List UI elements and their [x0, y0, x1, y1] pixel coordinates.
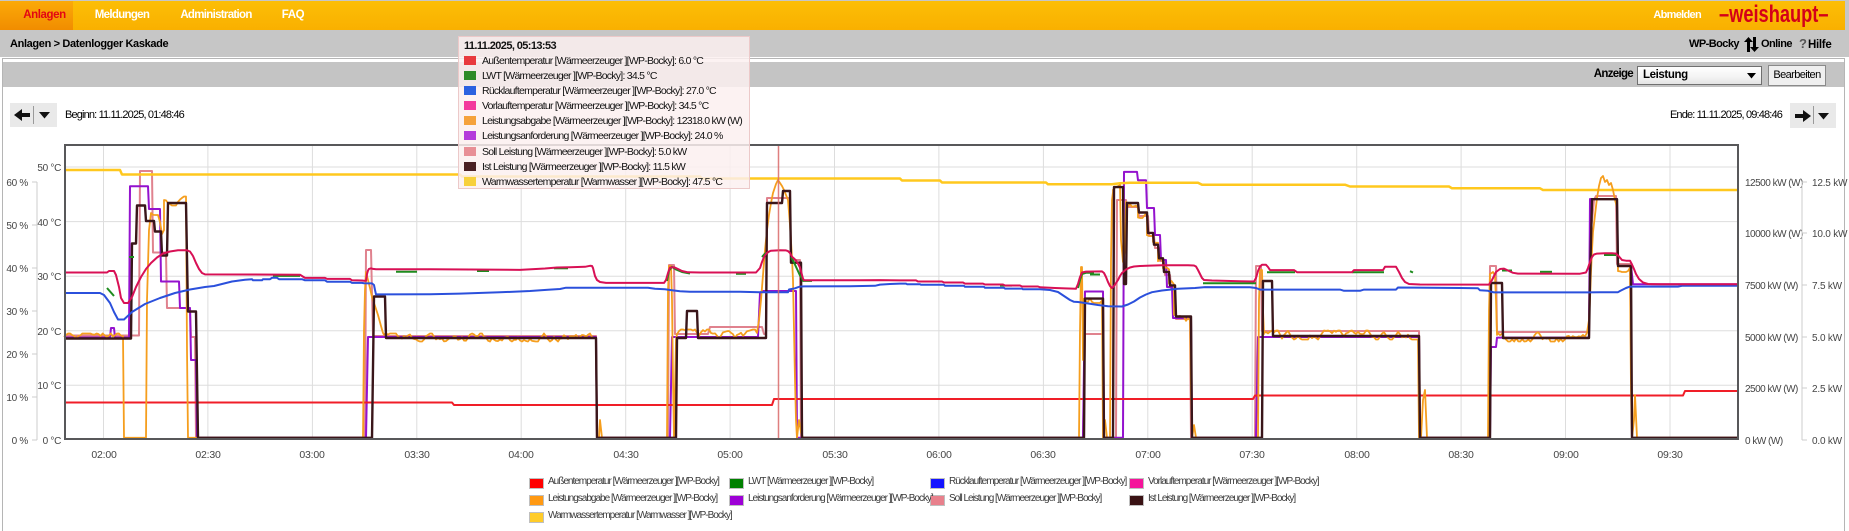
svg-text:50 °C: 50 °C	[37, 163, 61, 174]
svg-text:03:30: 03:30	[404, 449, 430, 461]
svg-text:10000 kW (W): 10000 kW (W)	[1745, 229, 1803, 240]
svg-text:20 %: 20 %	[6, 350, 28, 361]
svg-text:02:00: 02:00	[91, 449, 117, 461]
svg-text:06:00: 06:00	[926, 449, 952, 461]
svg-text:50 %: 50 %	[6, 221, 28, 232]
svg-text:0 °C: 0 °C	[43, 436, 61, 447]
svg-text:07:30: 07:30	[1239, 449, 1265, 461]
svg-text:20 °C: 20 °C	[37, 327, 61, 338]
svg-text:7.5 kW: 7.5 kW	[1812, 281, 1843, 292]
svg-text:09:30: 09:30	[1657, 449, 1683, 461]
svg-text:12500 kW (W): 12500 kW (W)	[1745, 178, 1803, 189]
svg-text:2500 kW (W): 2500 kW (W)	[1745, 384, 1798, 395]
svg-text:04:30: 04:30	[613, 449, 639, 461]
svg-text:0.0 kW: 0.0 kW	[1812, 436, 1843, 447]
svg-text:0 kW (W): 0 kW (W)	[1745, 436, 1783, 447]
svg-text:08:00: 08:00	[1344, 449, 1370, 461]
svg-text:5000 kW (W): 5000 kW (W)	[1745, 333, 1798, 344]
svg-text:30 °C: 30 °C	[37, 272, 61, 283]
svg-text:60 %: 60 %	[6, 178, 28, 189]
svg-text:0 %: 0 %	[12, 436, 29, 447]
svg-text:09:00: 09:00	[1553, 449, 1579, 461]
svg-text:10.0 kW: 10.0 kW	[1812, 229, 1848, 240]
svg-text:10 °C: 10 °C	[37, 381, 61, 392]
svg-text:05:30: 05:30	[822, 449, 848, 461]
svg-text:40 %: 40 %	[6, 264, 28, 275]
svg-text:02:30: 02:30	[195, 449, 221, 461]
svg-text:12.5 kW: 12.5 kW	[1812, 178, 1848, 189]
svg-text:5.0 kW: 5.0 kW	[1812, 333, 1843, 344]
svg-text:40 °C: 40 °C	[37, 218, 61, 229]
svg-text:30 %: 30 %	[6, 307, 28, 318]
svg-text:07:00: 07:00	[1135, 449, 1161, 461]
svg-text:03:00: 03:00	[299, 449, 325, 461]
svg-text:08:30: 08:30	[1448, 449, 1474, 461]
svg-text:2.5 kW: 2.5 kW	[1812, 384, 1843, 395]
svg-text:10 %: 10 %	[6, 393, 28, 404]
svg-text:05:00: 05:00	[717, 449, 743, 461]
svg-text:06:30: 06:30	[1030, 449, 1056, 461]
svg-text:04:00: 04:00	[508, 449, 534, 461]
svg-text:7500 kW (W): 7500 kW (W)	[1745, 281, 1798, 292]
